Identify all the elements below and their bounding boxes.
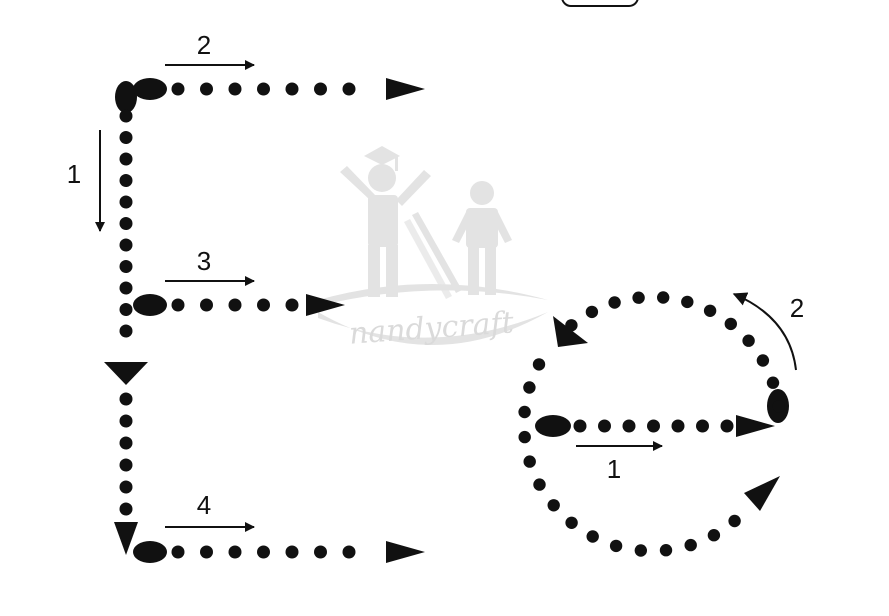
trace-dot — [518, 405, 531, 419]
trace-dot — [342, 545, 356, 559]
trace-dot — [565, 516, 578, 529]
trace-dot — [119, 260, 133, 273]
trace-dot — [119, 238, 133, 252]
trace-dot — [742, 334, 755, 347]
E-stroke-4-dots — [133, 541, 356, 563]
trace-dot — [756, 354, 770, 367]
trace-dot — [314, 82, 327, 96]
trace-dot — [728, 514, 741, 528]
trace-dot — [622, 419, 636, 433]
E-stroke-1-number: 1 — [67, 159, 81, 189]
trace-dot — [119, 109, 133, 123]
trace-dot — [228, 545, 242, 559]
E-stroke-3-arrowhead — [306, 294, 345, 316]
trace-dot — [119, 480, 133, 494]
E-stroke-2-number: 2 — [197, 30, 211, 60]
trace-dot — [228, 82, 242, 96]
trace-dot — [647, 419, 660, 433]
trace-dot — [171, 298, 185, 312]
watermark: nandycraft — [318, 146, 548, 352]
trace-dot — [598, 419, 611, 433]
e-stroke-1-arrowhead — [736, 415, 775, 437]
e-stroke-2-number: 2 — [790, 293, 804, 323]
trace-dot — [684, 538, 697, 552]
trace-dot — [659, 544, 673, 557]
trace-dot — [285, 82, 299, 96]
e-stroke-2-arrowhead-bottom — [744, 476, 780, 511]
trace-dot — [119, 131, 133, 144]
letter-e-trace: 1 2 — [518, 291, 804, 557]
trace-dot — [228, 298, 242, 312]
trace-dot — [119, 502, 133, 516]
trace-dot — [119, 152, 133, 166]
trace-dot — [119, 392, 133, 406]
trace-dot — [634, 544, 647, 557]
trace-dot — [523, 455, 536, 468]
trace-dot — [119, 303, 133, 316]
E-stroke-1-arrowhead-end — [114, 522, 138, 555]
teacher-student-logo-icon — [318, 146, 548, 345]
trace-dot — [119, 174, 133, 187]
watermark-text: nandycraft — [348, 305, 516, 351]
trace-dot — [707, 529, 721, 542]
trace-dot — [257, 545, 270, 559]
e-stroke-2-dots — [518, 291, 789, 557]
trace-dot — [257, 298, 270, 312]
trace-dot — [119, 458, 133, 472]
trace-dot — [200, 545, 213, 559]
trace-dot — [772, 400, 785, 413]
E-stroke-2-arrowhead — [386, 78, 425, 100]
trace-dot — [518, 430, 531, 444]
trace-dot — [285, 545, 299, 559]
trace-dot — [608, 296, 621, 309]
letter-E-trace: 1 2 3 4 — [67, 30, 425, 563]
trace-dot — [766, 376, 780, 389]
trace-dot — [720, 419, 734, 433]
top-frame-box — [561, 0, 639, 7]
trace-dot — [171, 545, 185, 559]
trace-dot — [547, 499, 560, 512]
trace-dot — [657, 291, 670, 304]
trace-dot — [119, 195, 133, 209]
trace-dot — [119, 281, 133, 295]
trace-dot — [703, 304, 717, 317]
E-stroke-4-arrowhead — [386, 541, 425, 563]
trace-dot — [285, 298, 299, 312]
trace-dot — [609, 539, 623, 553]
trace-dot — [119, 436, 133, 450]
E-stroke-3-dots — [133, 294, 299, 316]
e-stroke-1-number: 1 — [607, 454, 621, 484]
e-stroke-2-arrowhead-top — [553, 316, 588, 347]
trace-dot — [342, 82, 356, 96]
trace-dot — [532, 358, 546, 371]
trace-dot — [119, 324, 133, 338]
trace-dot — [257, 82, 270, 96]
e-stroke-1-dots — [535, 415, 734, 437]
trace-dot — [681, 295, 694, 309]
E-stroke-1-dots — [115, 81, 137, 516]
E-stroke-2-dots — [133, 78, 356, 100]
trace-dot — [573, 419, 587, 433]
trace-dot — [696, 419, 709, 433]
trace-dot — [171, 82, 185, 96]
trace-dot — [523, 381, 536, 394]
e-stroke-2-direction-arrow — [732, 292, 797, 371]
E-stroke-3-number: 3 — [197, 246, 211, 276]
trace-dot — [119, 414, 133, 428]
trace-dot — [200, 298, 213, 312]
trace-dot — [314, 545, 327, 559]
E-stroke-4-number: 4 — [197, 490, 211, 520]
trace-dot — [200, 82, 213, 96]
trace-dot — [724, 317, 737, 331]
trace-dot — [119, 217, 133, 230]
trace-dot — [585, 305, 599, 319]
trace-dot — [632, 291, 645, 304]
E-stroke-1-arrowhead-mid — [104, 362, 148, 385]
trace-dot — [586, 530, 599, 543]
trace-dot — [671, 419, 685, 433]
trace-dot — [533, 478, 546, 491]
